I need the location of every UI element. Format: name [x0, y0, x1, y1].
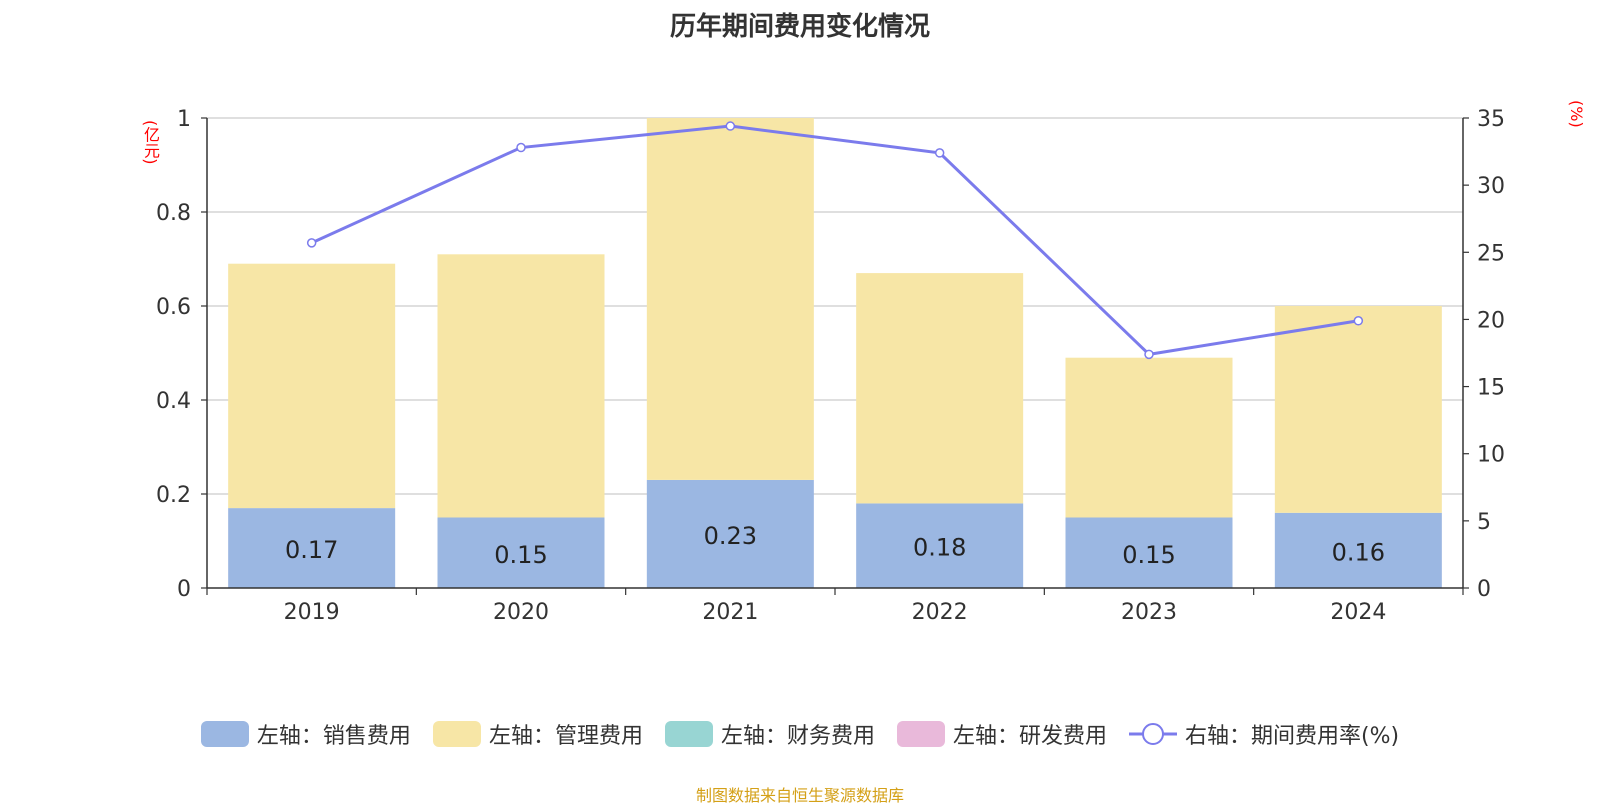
legend: 左轴：销售费用 左轴：管理费用 左轴：财务费用 左轴：研发费用 右轴：期间费用率…: [0, 718, 1600, 750]
data-label-sales: 0.15: [494, 541, 547, 569]
legend-item-finance[interactable]: 左轴：财务费用: [664, 718, 875, 750]
legend-swatch-finance: [664, 721, 713, 747]
right-tick-label: 30: [1477, 174, 1505, 199]
data-label-sales: 0.16: [1332, 538, 1385, 566]
right-axis-unit: (%): [1567, 100, 1586, 128]
bar-admin: [646, 118, 814, 480]
data-label-sales: 0.15: [1122, 541, 1175, 569]
right-tick-label: 0: [1477, 577, 1491, 602]
rate-point: [306, 238, 317, 248]
legend-swatch-rd: [896, 721, 945, 747]
bar-sales: [1065, 517, 1233, 588]
bar-admin: [228, 263, 396, 509]
rate-point: [1144, 349, 1154, 360]
source-note: 制图数据来自恒生聚源数据库: [695, 786, 904, 805]
right-tick-label: 25: [1477, 241, 1505, 266]
rate-line: [311, 124, 1359, 356]
data-label-sales: 0.18: [913, 534, 966, 562]
bar-sales: [646, 479, 814, 588]
x-tick-label: 2019: [284, 600, 340, 625]
legend-label-sales: 左轴：销售费用: [256, 724, 411, 749]
legend-item-admin[interactable]: 左轴：管理费用: [432, 718, 643, 750]
left-tick-label: 0.6: [156, 295, 191, 320]
legend-item-rd[interactable]: 左轴：研发费用: [896, 718, 1107, 750]
left-tick-label: 0.8: [156, 201, 191, 226]
rate-point: [934, 148, 945, 158]
right-tick-label: 15: [1477, 376, 1505, 401]
right-tick-label: 5: [1477, 510, 1491, 535]
x-tick-label: 2022: [912, 600, 968, 625]
legend-label-admin: 左轴：管理费用: [488, 724, 643, 749]
legend-item-sales[interactable]: 左轴：销售费用: [200, 718, 411, 750]
legend-item-rate[interactable]: 右轴：期间费用率(%): [1128, 718, 1400, 750]
left-tick-label: 0.2: [156, 483, 191, 508]
legend-label-rate: 右轴：期间费用率(%): [1184, 724, 1400, 749]
bar-admin: [1065, 357, 1233, 518]
right-tick-label: 35: [1477, 107, 1505, 132]
bar-admin: [1274, 306, 1442, 513]
legend-swatch-admin: [432, 721, 481, 747]
rate-point: [1353, 316, 1364, 326]
x-tick-label: 2024: [1330, 600, 1386, 625]
data-label-sales: 0.23: [704, 522, 757, 550]
legend-swatch-sales: [200, 721, 249, 747]
chart-title: 历年期间费用变化情况: [669, 12, 930, 42]
left-tick-label: 0.4: [156, 389, 191, 414]
bar-sales: [437, 517, 605, 588]
right-tick-label: 20: [1477, 308, 1505, 333]
x-tick-label: 2021: [702, 600, 758, 625]
left-tick-label: 1: [177, 107, 191, 132]
left-axis-unit: (亿元): [141, 120, 160, 165]
left-tick-label: 0: [177, 577, 191, 602]
rate-point: [725, 121, 736, 131]
legend-line-circle-icon: [1128, 723, 1177, 745]
legend-label-rd: 左轴：研发费用: [952, 724, 1107, 749]
x-tick-label: 2023: [1121, 600, 1177, 625]
bar-admin: [437, 254, 605, 518]
chart-canvas: 00.20.40.60.81051015202530350.1720190.15…: [156, 107, 1505, 625]
right-tick-label: 10: [1477, 443, 1505, 468]
bar-admin: [856, 273, 1024, 504]
bar-sales: [1274, 512, 1442, 588]
x-tick-label: 2020: [493, 600, 549, 625]
legend-label-finance: 左轴：财务费用: [720, 724, 875, 749]
bar-sales: [228, 508, 396, 588]
bar-sales: [856, 503, 1024, 588]
rate-point: [516, 142, 526, 153]
data-label-sales: 0.17: [285, 536, 338, 564]
